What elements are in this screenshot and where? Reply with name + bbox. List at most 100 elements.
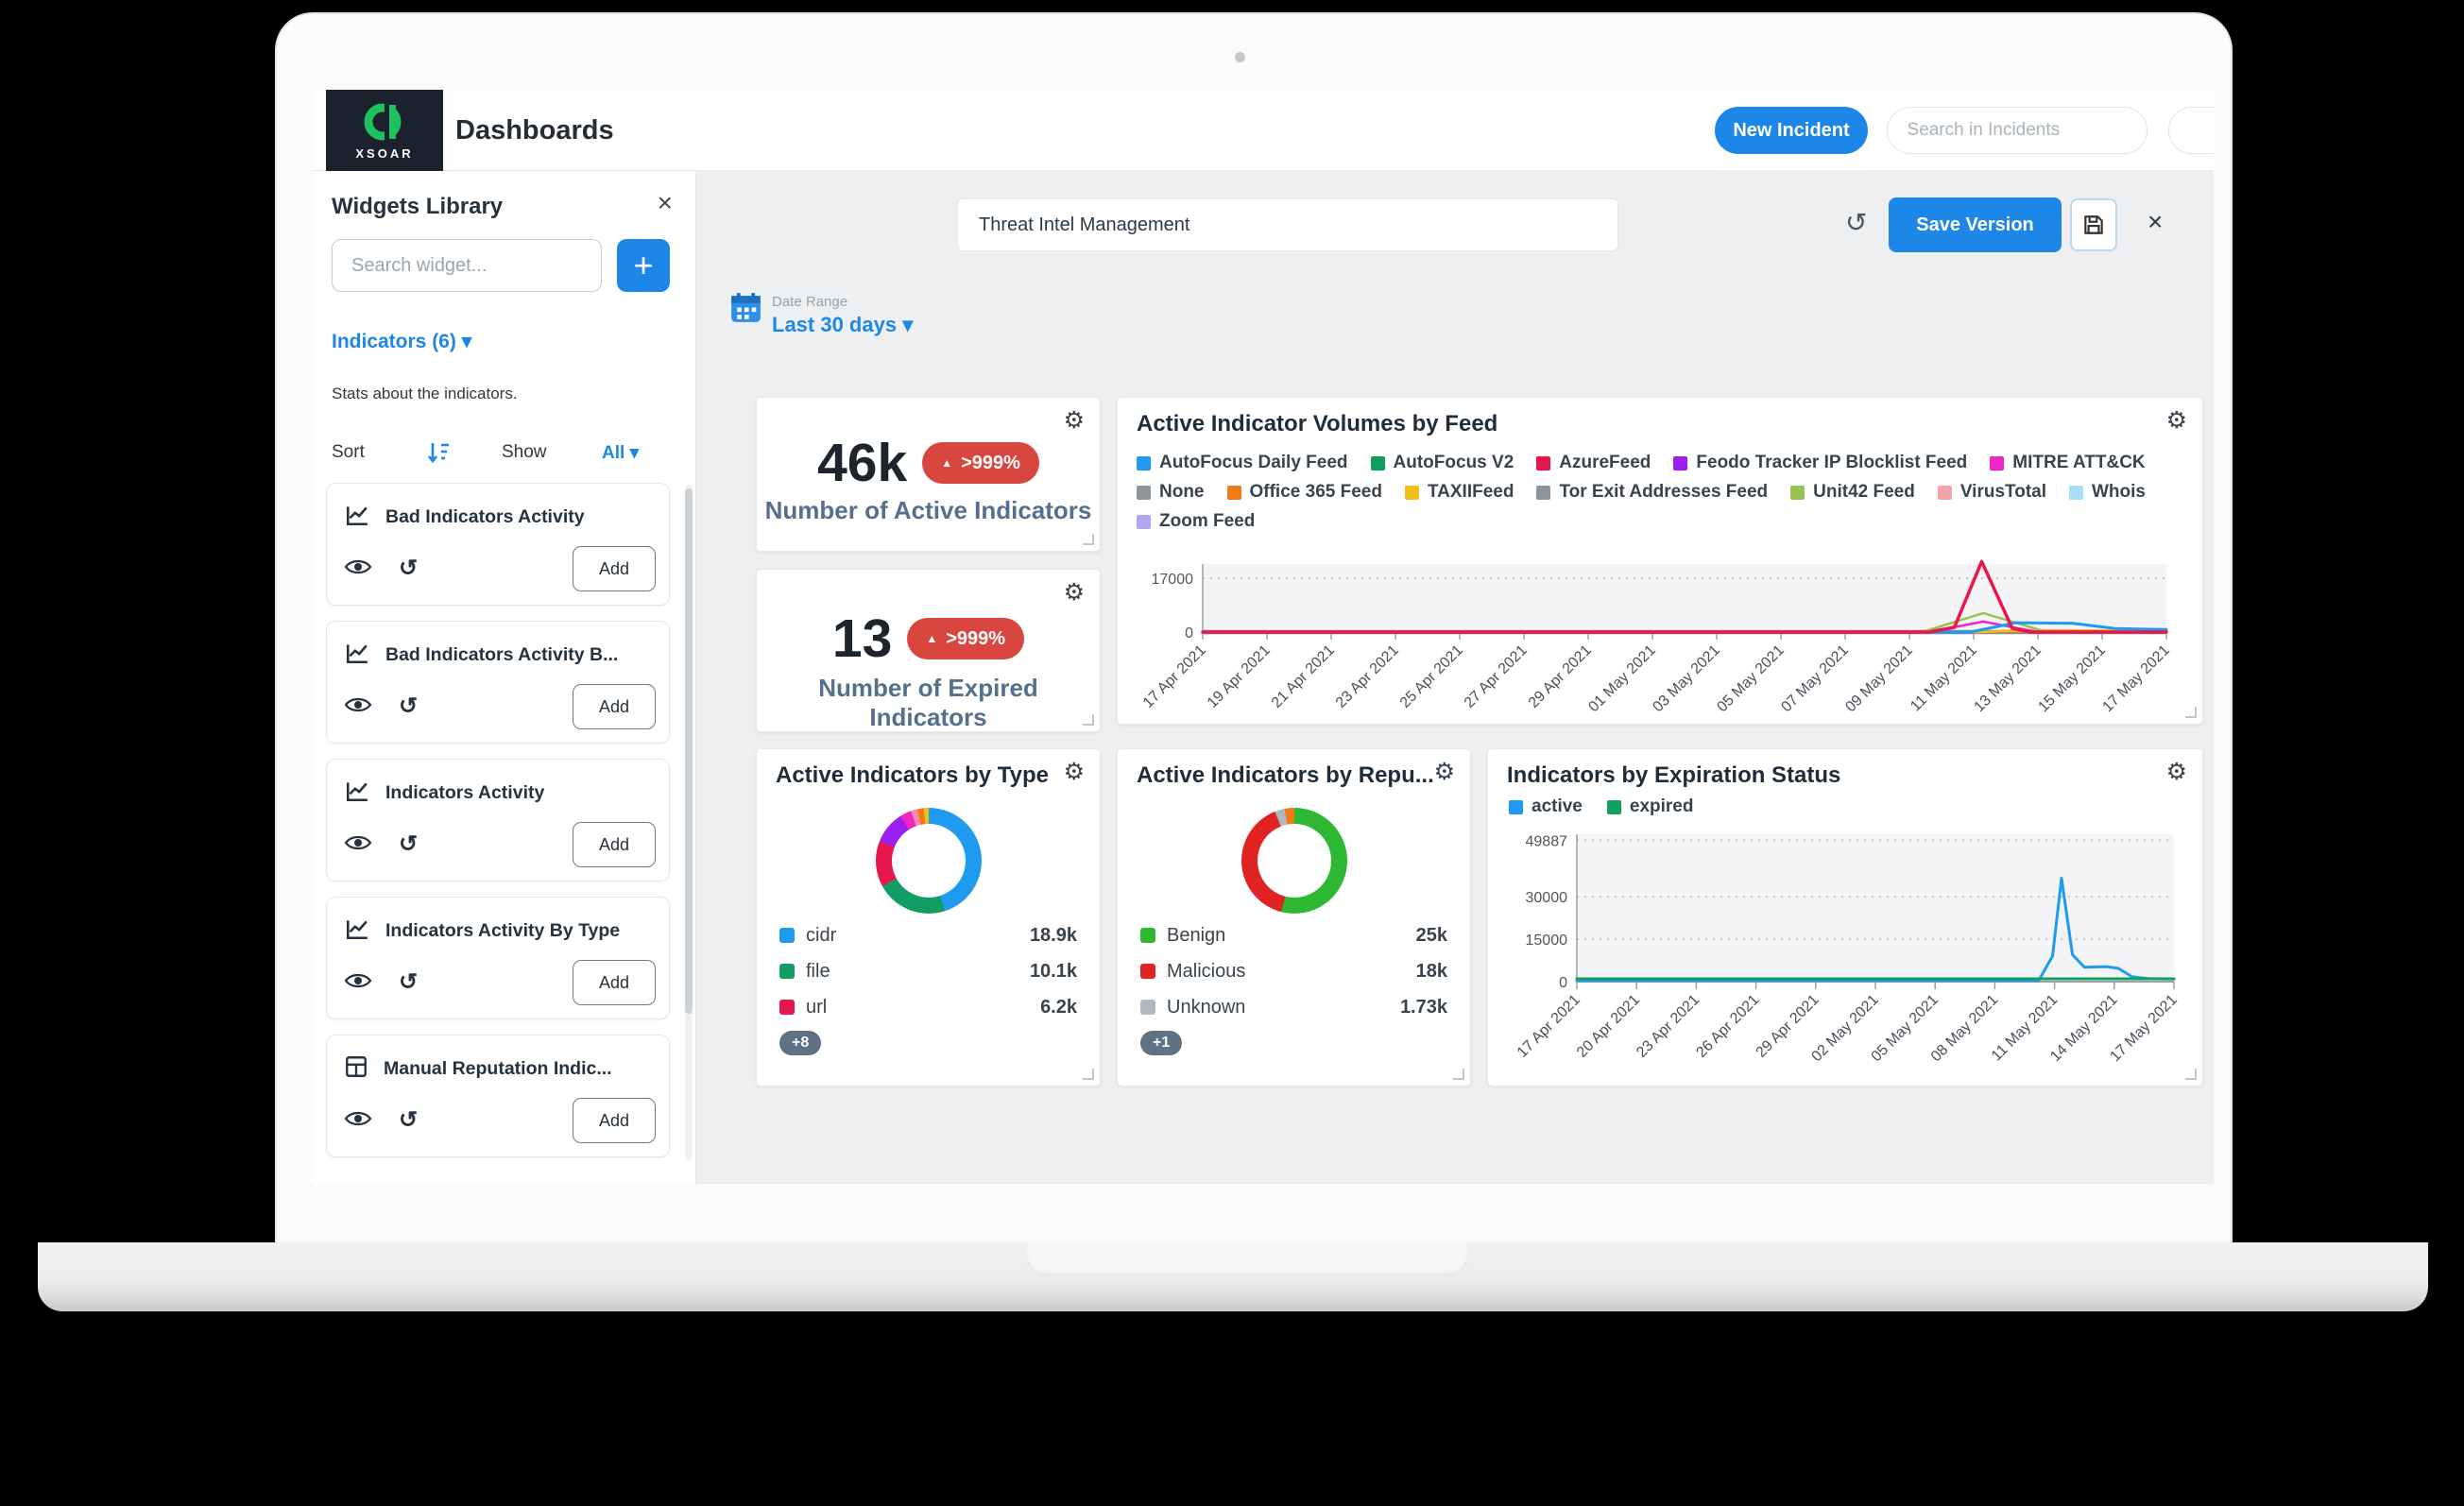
scrollbar-thumb[interactable] [685, 488, 693, 1014]
line-chart-icon [344, 916, 370, 946]
version-history-icon[interactable]: ↺ [1845, 208, 1868, 237]
resize-handle[interactable] [1083, 1069, 1094, 1080]
date-range-dropdown[interactable]: Last 30 days ▾ [772, 313, 914, 336]
eye-icon[interactable] [344, 970, 372, 996]
by-type-legend: cidr 18.9k file 10.1k url 6.2k [779, 917, 1077, 1025]
legend-item: expired [1606, 796, 1693, 817]
category-dropdown[interactable]: Indicators (6) ▾ [332, 331, 472, 352]
widget-library-card[interactable]: Bad Indicators Activity B... ↺ Add [326, 621, 670, 744]
resize-handle[interactable] [2185, 707, 2197, 718]
svg-text:49887: 49887 [1526, 833, 1568, 849]
save-icon-button[interactable] [2070, 198, 2117, 251]
eye-icon[interactable] [344, 832, 372, 858]
xsoar-logo-text: XSOAR [355, 145, 414, 161]
legend-swatch [1990, 455, 2005, 471]
widget-library-card[interactable]: Indicators Activity ↺ Add [326, 759, 670, 881]
xsoar-logo[interactable]: XSOAR [326, 90, 443, 171]
sort-label: Sort [332, 442, 365, 462]
add-widget-button[interactable]: Add [573, 822, 656, 867]
feed-volumes-legend: AutoFocus Daily Feed AutoFocus V2 AzureFee… [1137, 453, 2191, 532]
resize-handle[interactable] [1083, 534, 1094, 545]
svg-text:09 May 2021: 09 May 2021 [1842, 642, 1916, 716]
close-icon[interactable]: × [657, 188, 673, 217]
legend-swatch [779, 964, 795, 979]
dashboard-name-input[interactable] [957, 198, 1618, 251]
add-widget-button[interactable]: Add [573, 1098, 656, 1143]
legend-swatch [1140, 928, 1155, 943]
legend-swatch [1937, 485, 1952, 500]
more-reputations-badge[interactable]: +1 [1140, 1031, 1183, 1055]
gear-icon[interactable]: ⚙ [1433, 759, 1455, 785]
gear-icon[interactable]: ⚙ [1063, 579, 1085, 606]
legend-swatch [1606, 799, 1621, 814]
widget-search[interactable] [332, 239, 604, 292]
by-reputation-legend: Benign 25k Malicious 18k Unknown 1.73k [1140, 917, 1447, 1025]
sort-icon[interactable] [426, 439, 451, 471]
table-icon [344, 1054, 368, 1084]
add-widget-plus-button[interactable]: + [617, 239, 670, 292]
indicators-by-reputation-card: Active Indicators by Repu... ⚙ Benign 25k… [1117, 748, 1471, 1087]
close-dashboard-icon[interactable]: × [2147, 207, 2164, 236]
legend-item: MITRE ATT&CK [1990, 453, 2146, 473]
svg-text:17 Apr 2021: 17 Apr 2021 [1140, 642, 1209, 711]
gear-icon[interactable]: ⚙ [1063, 759, 1085, 785]
sidebar-scrollbar[interactable] [685, 485, 693, 1161]
show-label: Show [502, 442, 547, 462]
legend-row: url 6.2k [779, 989, 1077, 1025]
eye-icon[interactable] [344, 694, 372, 720]
gear-icon[interactable]: ⚙ [1063, 407, 1085, 434]
legend-row: Benign 25k [1140, 917, 1447, 953]
eye-icon[interactable] [344, 556, 372, 582]
list-controls: Sort Show All ▾ [332, 439, 672, 468]
legend-swatch [1404, 485, 1419, 500]
laptop-base [38, 1242, 2428, 1311]
legend-item: AzureFeed [1536, 453, 1651, 473]
svg-text:17 Apr 2021: 17 Apr 2021 [1514, 992, 1583, 1061]
history-icon[interactable]: ↺ [399, 693, 419, 719]
expired-indicators-value: 13 [831, 608, 893, 669]
widget-card-title: Manual Reputation Indic... [384, 1058, 612, 1079]
eye-icon[interactable] [344, 1108, 372, 1134]
new-incident-button[interactable]: New Incident [1715, 107, 1868, 154]
legend-item: Unit42 Feed [1790, 482, 1915, 503]
webcam-dot [1235, 52, 1245, 62]
svg-text:0: 0 [1559, 975, 1567, 991]
widgets-library-title: Widgets Library [332, 194, 504, 219]
svg-text:21 Apr 2021: 21 Apr 2021 [1269, 642, 1338, 711]
svg-text:17000: 17000 [1152, 572, 1194, 588]
add-widget-button[interactable]: Add [573, 960, 656, 1005]
legend-swatch [1673, 455, 1688, 471]
legend-swatch [1137, 485, 1151, 500]
history-icon[interactable]: ↺ [399, 1107, 419, 1133]
history-icon[interactable]: ↺ [399, 556, 419, 581]
gear-icon[interactable]: ⚙ [2165, 759, 2187, 785]
resize-handle[interactable] [1083, 714, 1094, 726]
incident-search-input[interactable] [1905, 119, 2130, 142]
expired-indicators-card: ⚙ 13 ▲ >999% Number of Expired Indicator… [756, 569, 1101, 732]
resize-handle[interactable] [2185, 1069, 2197, 1080]
widget-search-input[interactable] [350, 253, 604, 278]
show-filter-dropdown[interactable]: All ▾ [602, 443, 640, 463]
widget-library-card[interactable]: Manual Reputation Indic... ↺ Add [326, 1035, 670, 1157]
svg-text:23 Apr 2021: 23 Apr 2021 [1634, 992, 1703, 1061]
date-range-label: Date Range [772, 294, 848, 310]
legend-swatch [1140, 964, 1155, 979]
legend-item: TAXIIFeed [1404, 482, 1514, 503]
add-widget-button[interactable]: Add [573, 546, 656, 591]
active-indicators-value: 46k [817, 433, 908, 493]
calendar-icon[interactable] [728, 290, 763, 330]
svg-text:11 May 2021: 11 May 2021 [1908, 642, 1980, 715]
incident-search[interactable] [1887, 107, 2147, 154]
svg-text:05 May 2021: 05 May 2021 [1714, 642, 1788, 716]
add-widget-button[interactable]: Add [573, 684, 656, 729]
more-types-badge[interactable]: +8 [779, 1031, 822, 1055]
history-icon[interactable]: ↺ [399, 969, 419, 995]
header-extra-control[interactable] [2168, 107, 2214, 154]
gear-icon[interactable]: ⚙ [2165, 407, 2187, 434]
history-icon[interactable]: ↺ [399, 831, 419, 857]
expired-indicators-label: Number of Expired Indicators [818, 674, 1038, 731]
resize-handle[interactable] [1453, 1069, 1464, 1080]
widget-library-card[interactable]: Indicators Activity By Type ↺ Add [326, 897, 670, 1019]
widget-library-card[interactable]: Bad Indicators Activity ↺ Add [326, 483, 670, 606]
save-version-button[interactable]: Save Version [1889, 197, 2062, 252]
